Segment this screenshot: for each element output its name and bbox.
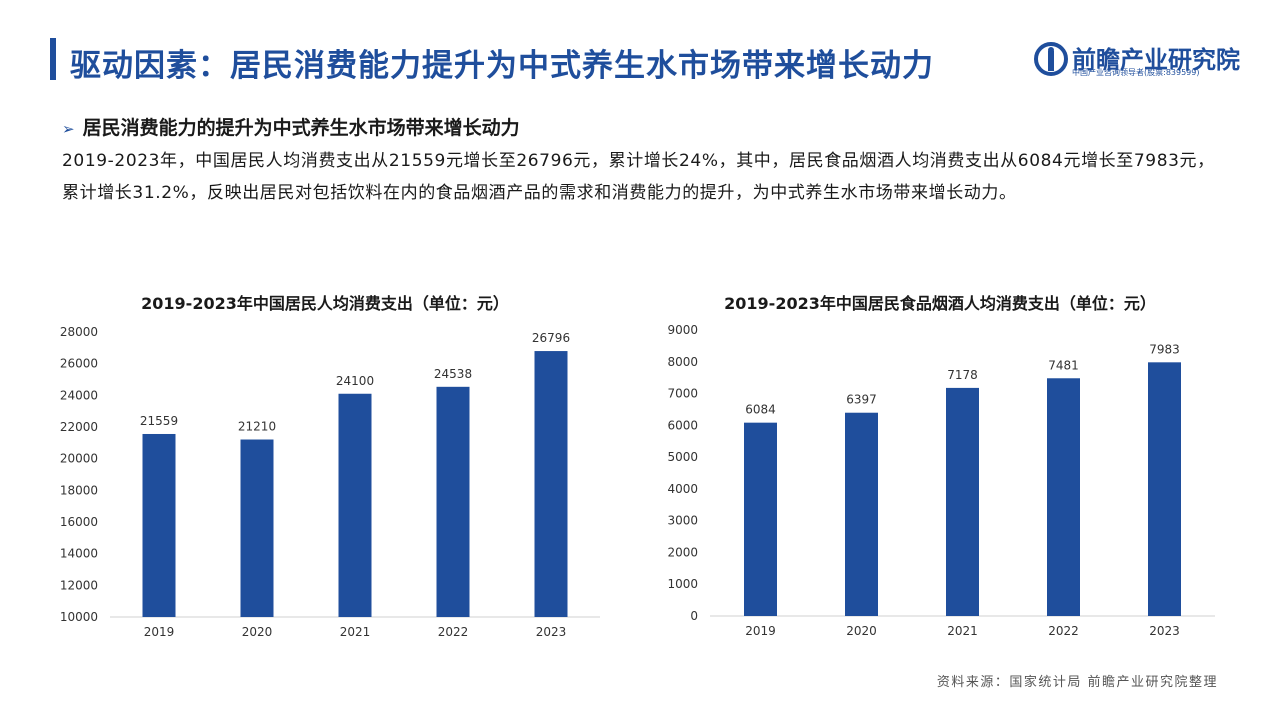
x-tick-label: 2023 <box>536 625 567 639</box>
data-label: 7983 <box>1149 342 1180 356</box>
y-tick-label: 22000 <box>60 420 98 434</box>
x-tick-label: 2023 <box>1149 624 1180 638</box>
x-tick-label: 2022 <box>438 625 469 639</box>
bar <box>845 412 878 616</box>
x-tick-label: 2019 <box>144 625 175 639</box>
food-consumption-chart: 2019-2023年中国居民食品烟酒人均消费支出（单位：元） 0 1000 2000… <box>650 285 1230 645</box>
y-tick-label: 16000 <box>60 515 98 529</box>
bar <box>240 439 274 617</box>
y-tick-label: 2000 <box>667 545 698 559</box>
y-tick-label: 26000 <box>60 357 98 371</box>
y-tick-label: 6000 <box>667 418 698 432</box>
body-paragraph: 2019-2023年，中国居民人均消费支出从21559元增长至26796元，累计… <box>62 151 1215 203</box>
x-tick-label: 2021 <box>340 625 371 639</box>
y-tick-label: 0 <box>690 609 698 623</box>
food-consumption-chart-plot: 0 1000 2000 3000 4000 5000 6000 7000 8000 9000 608… <box>667 323 1215 638</box>
x-tick-label: 2020 <box>242 625 273 639</box>
logo-tagline: 中国产业咨询领导者(股票:839599) <box>1072 68 1200 77</box>
bar <box>744 422 777 616</box>
data-label: 7481 <box>1048 358 1079 372</box>
y-tick-label: 5000 <box>667 450 698 464</box>
x-tick-label: 2020 <box>846 624 877 638</box>
logo-icon <box>1034 42 1068 76</box>
section-heading: ➢ 居民消费能力的提升为中式养生水市场带来增长动力 <box>62 113 520 140</box>
bar <box>1047 378 1080 616</box>
y-tick-label: 4000 <box>667 482 698 496</box>
y-tick-label: 12000 <box>60 578 98 592</box>
data-label: 24538 <box>434 367 472 381</box>
data-label: 7178 <box>947 368 978 382</box>
y-tick-label: 28000 <box>60 325 98 339</box>
logo-name: 前瞻产业研究院 <box>1072 46 1240 74</box>
data-label: 6084 <box>745 403 776 417</box>
y-tick-label: 20000 <box>60 452 98 466</box>
consumption-chart: 2019-2023年中国居民人均消费支出（单位：元） 10000 12000 140… <box>40 285 610 645</box>
x-tick-label: 2022 <box>1048 624 1079 638</box>
source-note: 资料来源：国家统计局 前瞻产业研究院整理 <box>936 675 1218 690</box>
y-tick-label: 1000 <box>667 577 698 591</box>
y-tick-label: 18000 <box>60 483 98 497</box>
bar <box>142 433 176 617</box>
x-tick-label: 2021 <box>947 624 978 638</box>
chart-title: 2019-2023年中国居民食品烟酒人均消费支出（单位：元） <box>724 294 1156 313</box>
data-label: 21210 <box>238 420 276 434</box>
x-tick-label: 2019 <box>745 624 776 638</box>
consumption-chart-plot: 10000 12000 14000 16000 18000 20000 22000 24000… <box>60 325 600 639</box>
bar <box>338 393 372 617</box>
data-label: 26796 <box>532 331 570 345</box>
brand-logo: 前瞻产业研究院 中国产业咨询领导者(股票:839599) <box>1034 40 1240 80</box>
data-label: 21559 <box>140 414 178 428</box>
bar <box>436 386 470 617</box>
data-label: 6397 <box>846 393 877 407</box>
y-tick-label: 3000 <box>667 514 698 528</box>
y-tick-label: 10000 <box>60 610 98 624</box>
page-title: 驱动因素：居民消费能力提升为中式养生水市场带来增长动力 <box>70 48 934 84</box>
title-accent-bar <box>50 38 56 80</box>
y-tick-label: 7000 <box>667 387 698 401</box>
bar <box>534 351 568 617</box>
y-tick-label: 8000 <box>667 355 698 369</box>
bar <box>1148 362 1181 616</box>
y-tick-label: 24000 <box>60 388 98 402</box>
section-heading-text: 居民消费能力的提升为中式养生水市场带来增长动力 <box>82 117 520 139</box>
chart-title: 2019-2023年中国居民人均消费支出（单位：元） <box>141 294 509 313</box>
arrow-bullet-icon: ➢ <box>62 120 75 138</box>
data-label: 24100 <box>336 374 374 388</box>
y-tick-label: 9000 <box>667 323 698 337</box>
bar <box>946 387 979 616</box>
y-tick-label: 14000 <box>60 547 98 561</box>
